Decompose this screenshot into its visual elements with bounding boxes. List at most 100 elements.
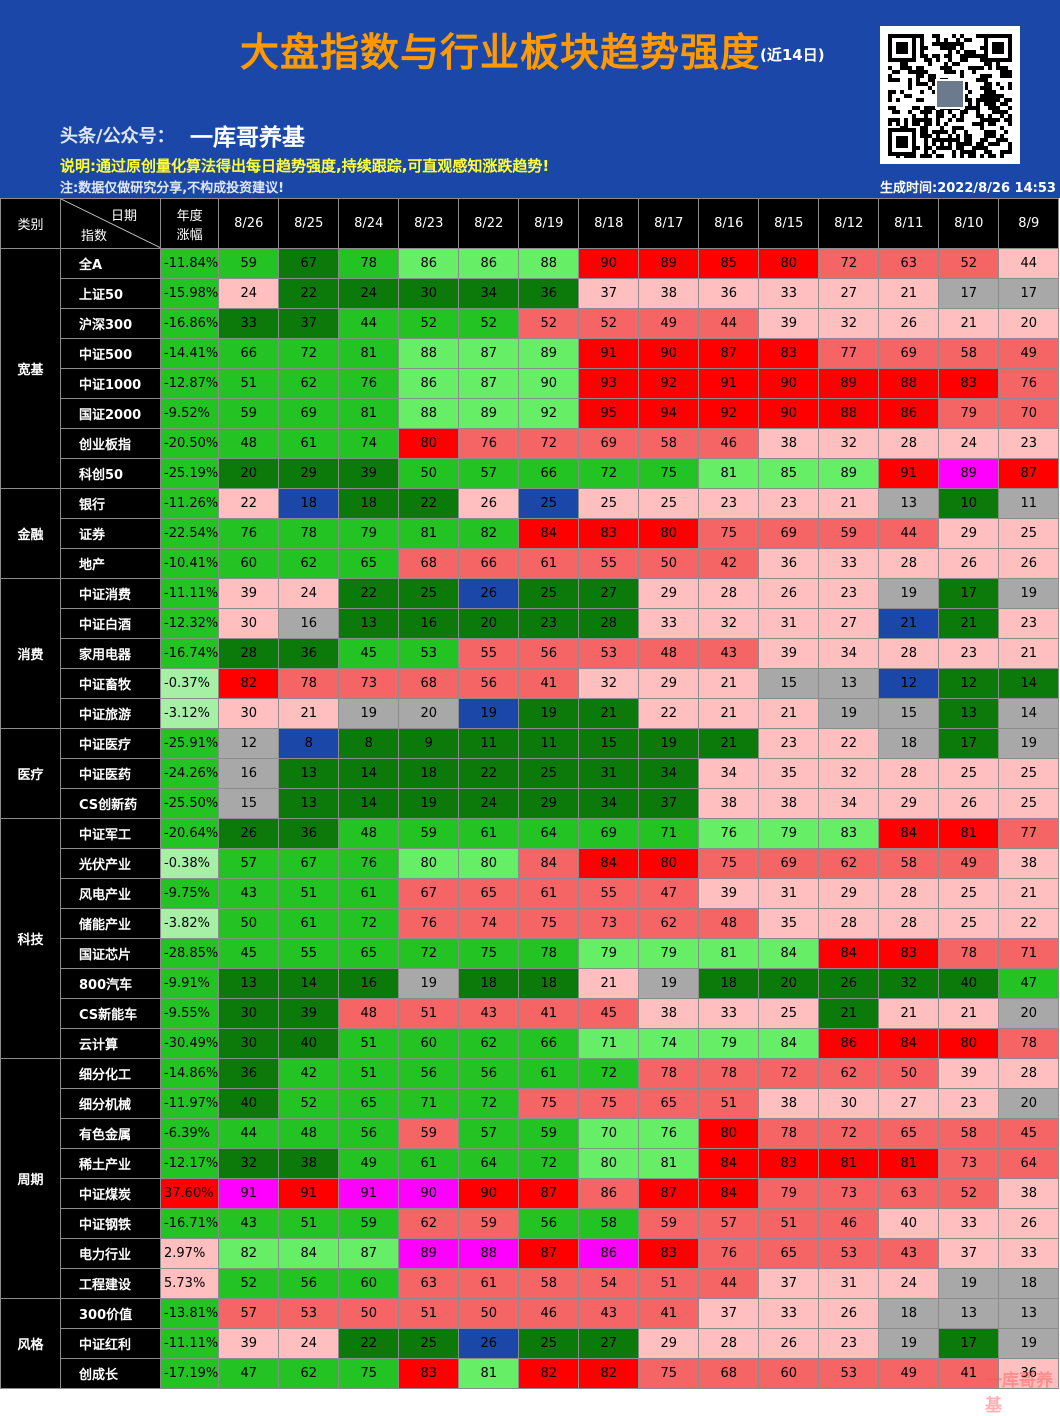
strength-cell: 62: [278, 1358, 340, 1389]
strength-cell: 81: [698, 458, 760, 489]
strength-cell: 85: [698, 248, 760, 279]
strength-cell: 26: [998, 548, 1060, 579]
strength-cell: 75: [518, 1088, 580, 1119]
strength-cell: 27: [578, 1328, 640, 1359]
category-cell: 金融: [0, 488, 61, 579]
strength-cell: 33: [758, 278, 820, 309]
strength-cell: 67: [398, 878, 460, 909]
strength-cell: 69: [278, 398, 340, 429]
strength-cell: 23: [818, 578, 880, 609]
strength-cell: 29: [878, 788, 940, 819]
strength-cell: 32: [218, 1148, 280, 1179]
strength-cell: 24: [338, 278, 400, 309]
strength-cell: 14: [338, 788, 400, 819]
strength-cell: 58: [638, 428, 700, 459]
strength-cell: 73: [578, 908, 640, 939]
table-row: 沪深300 -16.86% 33 37 44 52 52 52 52 49 44 39 32 26 21 20: [1, 308, 1060, 339]
strength-cell: 90: [518, 368, 580, 399]
strength-cell: 56: [278, 1268, 340, 1299]
strength-cell: 45: [998, 1118, 1060, 1149]
strength-cell: 25: [638, 488, 700, 519]
strength-cell: 23: [698, 488, 760, 519]
strength-cell: 28: [698, 578, 760, 609]
strength-cell: 39: [758, 638, 820, 669]
strength-cell: 28: [998, 1058, 1060, 1089]
index-name-cell: 家用电器: [60, 638, 161, 669]
strength-cell: 45: [338, 638, 400, 669]
strength-cell: 18: [458, 968, 520, 999]
strength-cell: 62: [278, 368, 340, 399]
strength-cell: 24: [458, 788, 520, 819]
note-text: 说明:通过原创量化算法得出每日趋势强度,持续跟踪,可直观感知涨跌趋势!: [60, 157, 550, 175]
strength-cell: 81: [938, 818, 1000, 849]
ytd-change-cell: -11.11%: [159, 1328, 220, 1359]
strength-cell: 28: [878, 908, 940, 939]
strength-cell: 23: [758, 488, 820, 519]
strength-cell: 48: [218, 428, 280, 459]
strength-cell: 21: [878, 278, 940, 309]
strength-cell: 17: [938, 1328, 1000, 1359]
strength-cell: 49: [338, 1148, 400, 1179]
strength-cell: 24: [278, 1328, 340, 1359]
table-row: 金融 银行 -11.26% 22 18 18 22 26 25 25 25 23 23 21 13 10 11: [0, 488, 1060, 579]
strength-cell: 24: [278, 578, 340, 609]
strength-cell: 28: [818, 908, 880, 939]
strength-cell: 91: [878, 458, 940, 489]
strength-cell: 73: [338, 668, 400, 699]
strength-cell: 26: [818, 1298, 880, 1329]
strength-cell: 37: [758, 1268, 820, 1299]
strength-cell: 21: [278, 698, 340, 729]
strength-cell: 19: [338, 698, 400, 729]
index-name-cell: 中证畜牧: [60, 668, 161, 699]
strength-cell: 76: [398, 908, 460, 939]
strength-cell: 19: [638, 968, 700, 999]
strength-cell: 19: [998, 1328, 1060, 1359]
strength-cell: 66: [218, 338, 280, 369]
strength-cell: 42: [278, 1058, 340, 1089]
strength-cell: 75: [638, 1358, 700, 1389]
strength-cell: 91: [338, 1178, 400, 1209]
strength-cell: 75: [518, 908, 580, 939]
strength-cell: 79: [758, 818, 820, 849]
index-name-cell: 细分化工: [60, 1058, 161, 1089]
strength-cell: 29: [638, 1328, 700, 1359]
ytd-change-cell: -9.91%: [159, 968, 220, 999]
strength-cell: 32: [578, 668, 640, 699]
strength-cell: 85: [758, 458, 820, 489]
strength-cell: 37: [638, 788, 700, 819]
strength-cell: 69: [578, 428, 640, 459]
strength-cell: 25: [938, 878, 1000, 909]
strength-cell: 31: [578, 758, 640, 789]
strength-cell: 76: [638, 1118, 700, 1149]
strength-cell: 36: [998, 1358, 1060, 1389]
index-name-cell: 电力行业: [60, 1238, 161, 1269]
strength-cell: 22: [218, 488, 280, 519]
ytd-change-cell: -0.38%: [159, 848, 220, 879]
strength-cell: 80: [698, 1118, 760, 1149]
strength-cell: 55: [458, 638, 520, 669]
strength-cell: 39: [278, 998, 340, 1029]
strength-cell: 23: [518, 608, 580, 639]
index-name-cell: CS新能车: [60, 998, 161, 1029]
table-row: 有色金属 -6.39% 44 48 56 59 57 59 70 76 80 78 72 65 58 45: [1, 1118, 1060, 1149]
strength-cell: 66: [458, 548, 520, 579]
strength-cell: 38: [998, 1178, 1060, 1209]
strength-cell: 88: [458, 1238, 520, 1269]
strength-cell: 84: [698, 1178, 760, 1209]
index-name-cell: 800汽车: [60, 968, 161, 999]
strength-cell: 22: [338, 578, 400, 609]
strength-cell: 14: [998, 668, 1060, 699]
ytd-change-cell: -16.74%: [159, 638, 220, 669]
strength-cell: 52: [458, 308, 520, 339]
strength-cell: 80: [458, 848, 520, 879]
strength-cell: 56: [398, 1058, 460, 1089]
strength-cell: 21: [938, 308, 1000, 339]
col-date-header: 8/11: [878, 198, 940, 249]
strength-cell: 79: [938, 398, 1000, 429]
strength-cell: 64: [458, 1148, 520, 1179]
index-name-cell: 云计算: [60, 1028, 161, 1059]
table-row: 风电产业 -9.75% 43 51 61 67 65 61 55 47 39 31 29 28 25 21: [1, 878, 1060, 909]
strength-cell: 18: [398, 758, 460, 789]
strength-cell: 27: [878, 1088, 940, 1119]
col-date-header: 8/22: [458, 198, 520, 249]
